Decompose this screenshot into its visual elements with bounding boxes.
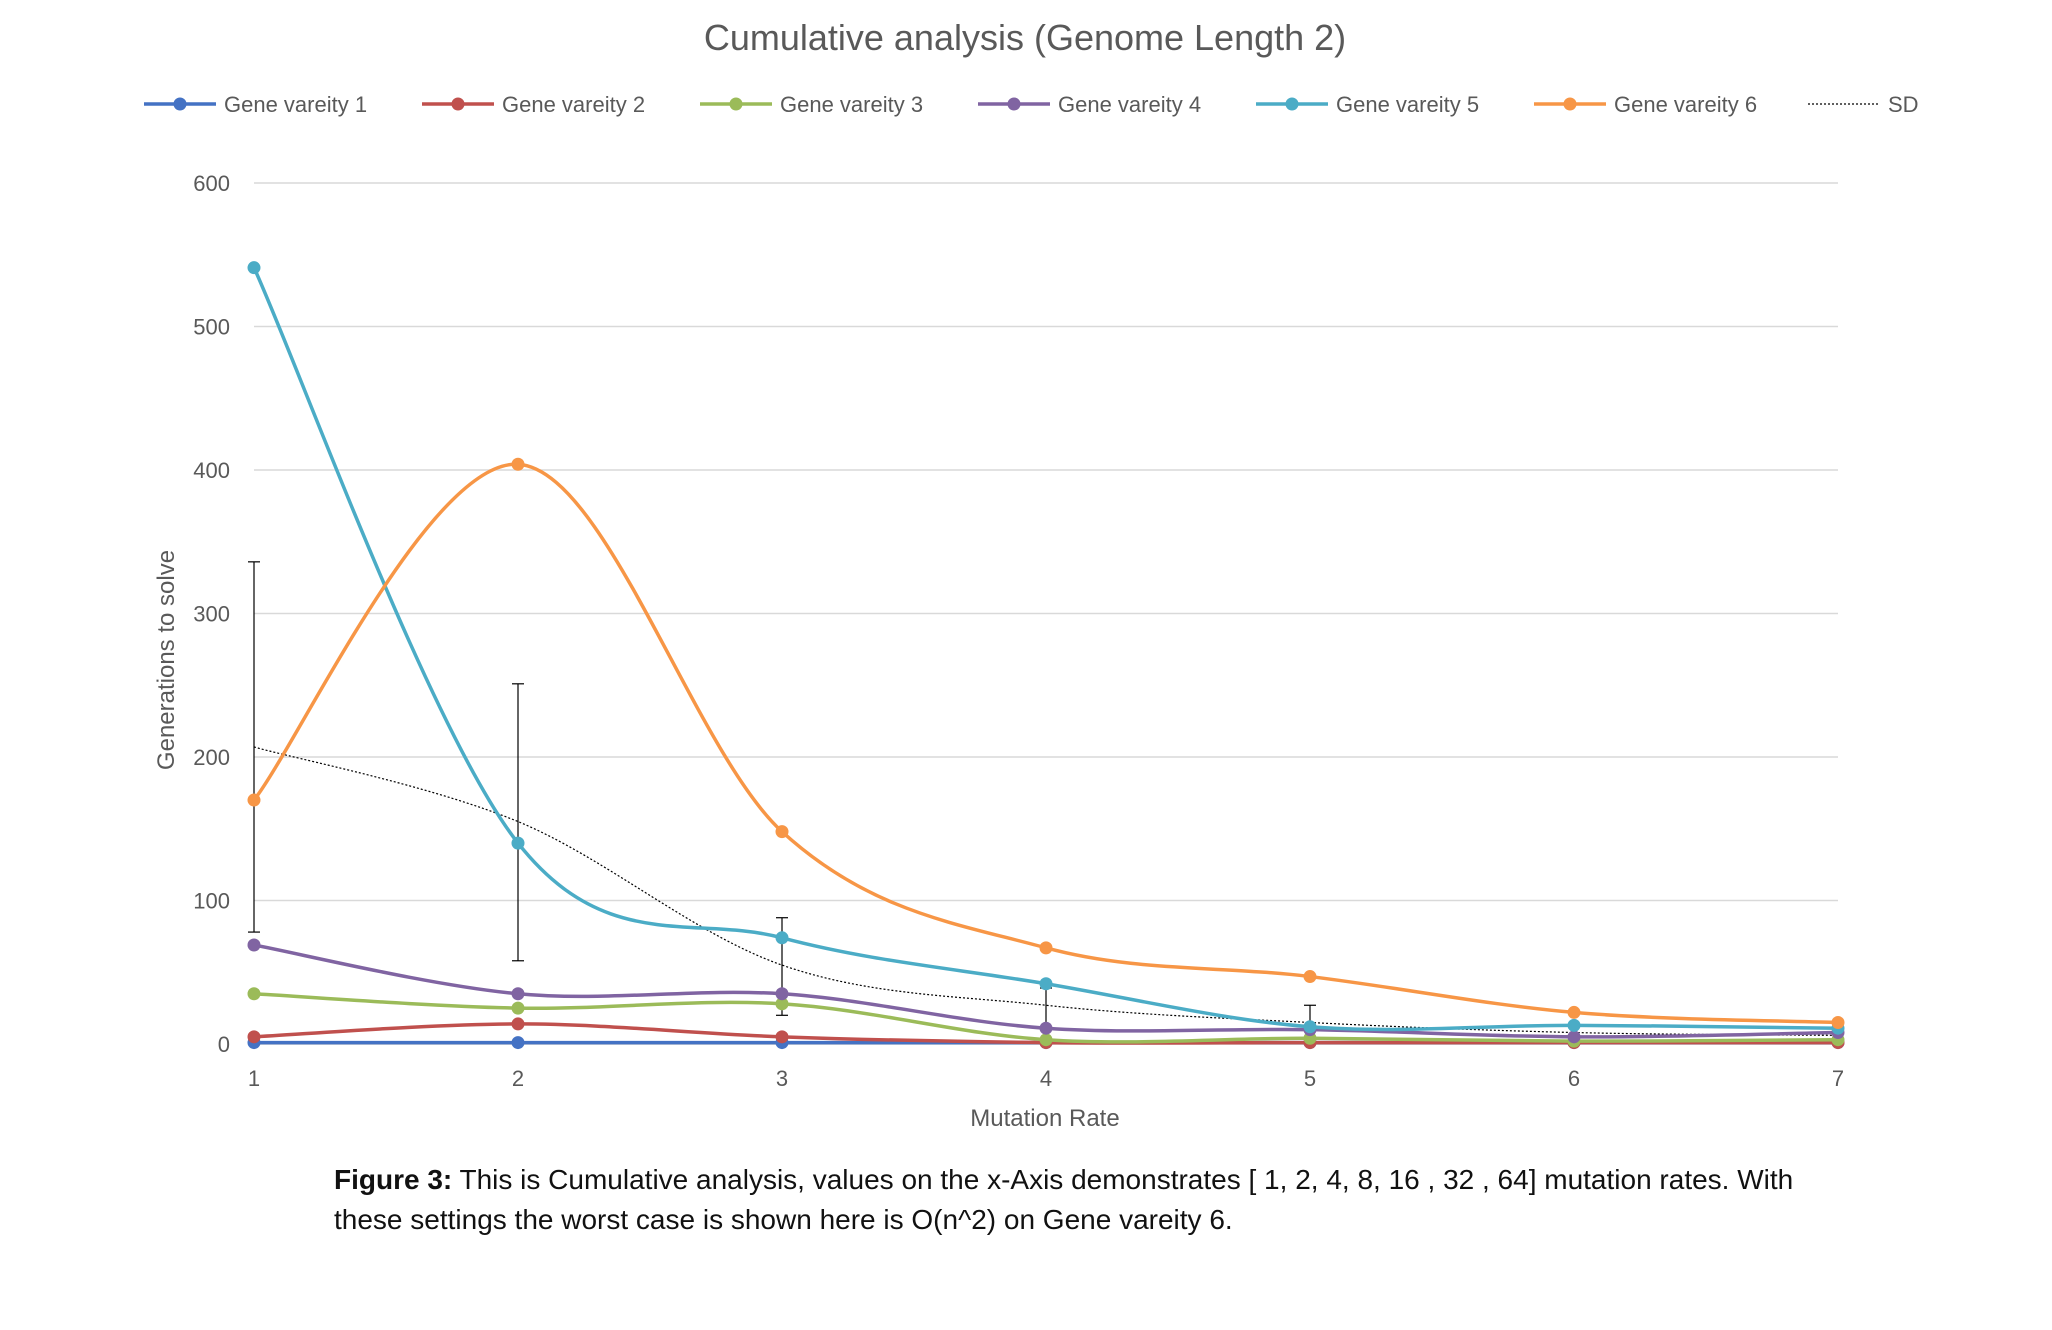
data-point [247, 793, 261, 807]
data-point [1303, 970, 1317, 984]
data-point [775, 997, 789, 1011]
data-point [1039, 1033, 1053, 1047]
data-point [1039, 977, 1053, 991]
data-point [247, 938, 261, 952]
data-point [1567, 1030, 1581, 1044]
data-point [511, 1036, 525, 1050]
data-point [1831, 1015, 1845, 1029]
legend-marker [173, 97, 187, 111]
legend-label: Gene vareity 2 [502, 92, 645, 117]
y-tick-label: 500 [193, 315, 230, 340]
data-point [775, 1030, 789, 1044]
data-point [1039, 941, 1053, 955]
data-point [775, 987, 789, 1001]
legend: Gene vareity 1 Gene vareity 2 Gene vareity… [144, 92, 1919, 117]
x-tick-label: 7 [1832, 1066, 1844, 1091]
data-point [511, 987, 525, 1001]
x-tick-label: 2 [512, 1066, 524, 1091]
data-point [511, 836, 525, 850]
data-point [1567, 1005, 1581, 1019]
legend-item: Gene vareity 2 [422, 92, 645, 117]
y-tick-label: 600 [193, 171, 230, 196]
legend-item: Gene vareity 4 [978, 92, 1201, 117]
data-point [247, 1030, 261, 1044]
y-tick-label: 200 [193, 745, 230, 770]
x-axis-label: Mutation Rate [970, 1105, 1119, 1132]
data-point [511, 1001, 525, 1015]
legend-marker [451, 97, 465, 111]
data-point [247, 261, 261, 275]
x-tick-label: 4 [1040, 1066, 1052, 1091]
legend-item: Gene vareity 5 [1256, 92, 1479, 117]
y-tick-label: 100 [193, 889, 230, 914]
legend-label: Gene vareity 3 [780, 92, 923, 117]
data-point [247, 987, 261, 1001]
y-tick-label: 300 [193, 602, 230, 627]
chart-title: Cumulative analysis (Genome Length 2) [704, 17, 1346, 58]
data-point [775, 825, 789, 839]
y-axis-label: Generations to solve [153, 550, 180, 770]
caption-text: This is Cumulative analysis, values on t… [334, 1164, 1794, 1235]
legend-label: Gene vareity 6 [1614, 92, 1757, 117]
x-tick-label: 6 [1568, 1066, 1580, 1091]
x-axis: 1 2 3 4 5 6 7 [248, 1066, 1844, 1091]
x-tick-label: 3 [776, 1066, 788, 1091]
data-point [1567, 1018, 1581, 1032]
y-tick-label: 0 [218, 1032, 230, 1057]
series-group [247, 261, 1845, 1050]
data-point [1039, 1021, 1053, 1035]
data-point [1303, 1020, 1317, 1034]
legend-item: Gene vareity 6 [1534, 92, 1757, 117]
legend-marker [1285, 97, 1299, 111]
y-axis: 0 100 200 300 400 500 600 [193, 171, 230, 1057]
caption-lead: Figure 3: [334, 1164, 453, 1195]
legend-marker [1007, 97, 1021, 111]
legend-label: SD [1888, 92, 1919, 117]
series-line [252, 266, 1839, 1032]
error-bar [512, 683, 524, 962]
y-tick-label: 400 [193, 458, 230, 483]
data-point [511, 1017, 525, 1031]
legend-marker [1563, 97, 1577, 111]
legend-item: Gene vareity 1 [144, 92, 367, 117]
figure-caption: Figure 3: This is Cumulative analysis, v… [334, 1160, 1854, 1240]
legend-item: SD [1808, 92, 1919, 117]
grid [254, 182, 1838, 1045]
series-gene-vareity-5 [247, 261, 1845, 1035]
series-gene-vareity-6 [247, 457, 1845, 1029]
legend-label: Gene vareity 4 [1058, 92, 1201, 117]
x-tick-label: 1 [248, 1066, 260, 1091]
legend-marker [729, 97, 743, 111]
legend-label: Gene vareity 5 [1336, 92, 1479, 117]
error-bars [248, 561, 1316, 1042]
legend-label: Gene vareity 1 [224, 92, 367, 117]
x-tick-label: 5 [1304, 1066, 1316, 1091]
series-line [252, 462, 1839, 1025]
legend-item: Gene vareity 3 [700, 92, 923, 117]
data-point [775, 931, 789, 945]
data-point [511, 457, 525, 471]
